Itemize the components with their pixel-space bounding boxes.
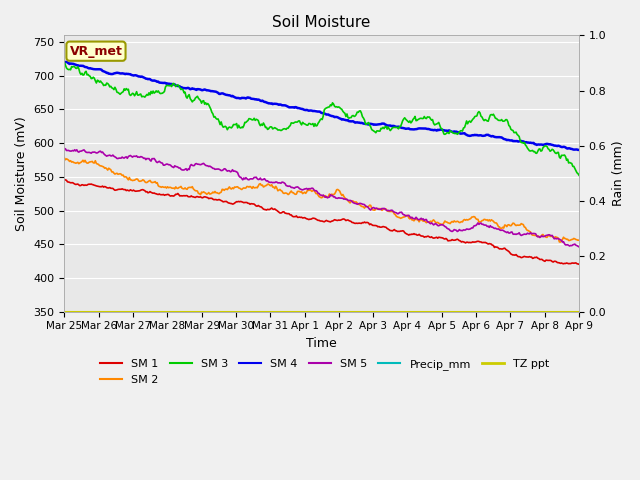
SM 4 xyxy=(574,147,582,153)
SM 3 xyxy=(61,60,68,65)
SM 4 xyxy=(340,117,348,122)
Precip_mm xyxy=(308,309,316,314)
SM 1 xyxy=(483,240,490,246)
TZ ppt xyxy=(367,309,374,314)
Line: SM 2: SM 2 xyxy=(65,158,579,242)
SM 4 xyxy=(306,108,314,113)
TZ ppt xyxy=(339,309,347,314)
TZ ppt xyxy=(575,309,583,314)
SM 4 xyxy=(483,132,491,138)
SM 2 xyxy=(339,192,347,197)
SM 4 xyxy=(368,121,376,127)
SM 5 xyxy=(367,207,374,213)
SM 1 xyxy=(367,221,374,227)
Precip_mm xyxy=(563,309,570,314)
SM 5 xyxy=(575,244,583,250)
SM 4 xyxy=(575,147,583,153)
SM 1 xyxy=(339,216,347,222)
SM 2 xyxy=(564,236,572,242)
Y-axis label: Soil Moisture (mV): Soil Moisture (mV) xyxy=(15,116,28,231)
Precip_mm xyxy=(575,309,583,314)
TZ ppt xyxy=(61,309,68,314)
Precip_mm xyxy=(305,309,312,314)
SM 2 xyxy=(557,239,564,245)
SM 2 xyxy=(483,217,490,223)
SM 5 xyxy=(305,186,312,192)
Text: VR_met: VR_met xyxy=(70,45,122,58)
Line: SM 1: SM 1 xyxy=(65,180,579,264)
SM 3 xyxy=(483,117,490,123)
Y-axis label: Rain (mm): Rain (mm) xyxy=(612,141,625,206)
SM 5 xyxy=(563,242,570,248)
SM 3 xyxy=(305,120,312,126)
SM 2 xyxy=(367,203,374,208)
Precip_mm xyxy=(483,309,490,314)
SM 5 xyxy=(339,195,347,201)
SM 1 xyxy=(308,216,316,222)
SM 4 xyxy=(309,108,317,114)
SM 3 xyxy=(367,124,374,130)
SM 1 xyxy=(575,261,583,267)
SM 2 xyxy=(575,237,583,243)
SM 2 xyxy=(61,155,68,161)
SM 1 xyxy=(61,177,68,182)
TZ ppt xyxy=(563,309,570,314)
Legend: SM 1, SM 2, SM 3, SM 4, SM 5, Precip_mm, TZ ppt: SM 1, SM 2, SM 3, SM 4, SM 5, Precip_mm,… xyxy=(96,355,554,389)
SM 4 xyxy=(61,60,68,65)
SM 2 xyxy=(305,188,312,193)
Precip_mm xyxy=(367,309,374,314)
SM 1 xyxy=(563,260,570,266)
Line: SM 5: SM 5 xyxy=(65,149,579,247)
SM 3 xyxy=(308,121,316,127)
Title: Soil Moisture: Soil Moisture xyxy=(273,15,371,30)
Line: SM 3: SM 3 xyxy=(65,62,579,175)
SM 3 xyxy=(575,172,583,178)
Line: SM 4: SM 4 xyxy=(65,62,579,150)
SM 3 xyxy=(339,108,347,114)
Precip_mm xyxy=(339,309,347,314)
SM 3 xyxy=(563,157,570,163)
X-axis label: Time: Time xyxy=(307,337,337,350)
SM 4 xyxy=(564,146,572,152)
SM 5 xyxy=(308,185,316,191)
SM 5 xyxy=(61,146,68,152)
Precip_mm xyxy=(61,309,68,314)
SM 2 xyxy=(308,189,316,194)
SM 1 xyxy=(305,216,312,222)
SM 4 xyxy=(63,59,70,65)
TZ ppt xyxy=(308,309,316,314)
TZ ppt xyxy=(305,309,312,314)
SM 5 xyxy=(483,222,490,228)
TZ ppt xyxy=(483,309,490,314)
